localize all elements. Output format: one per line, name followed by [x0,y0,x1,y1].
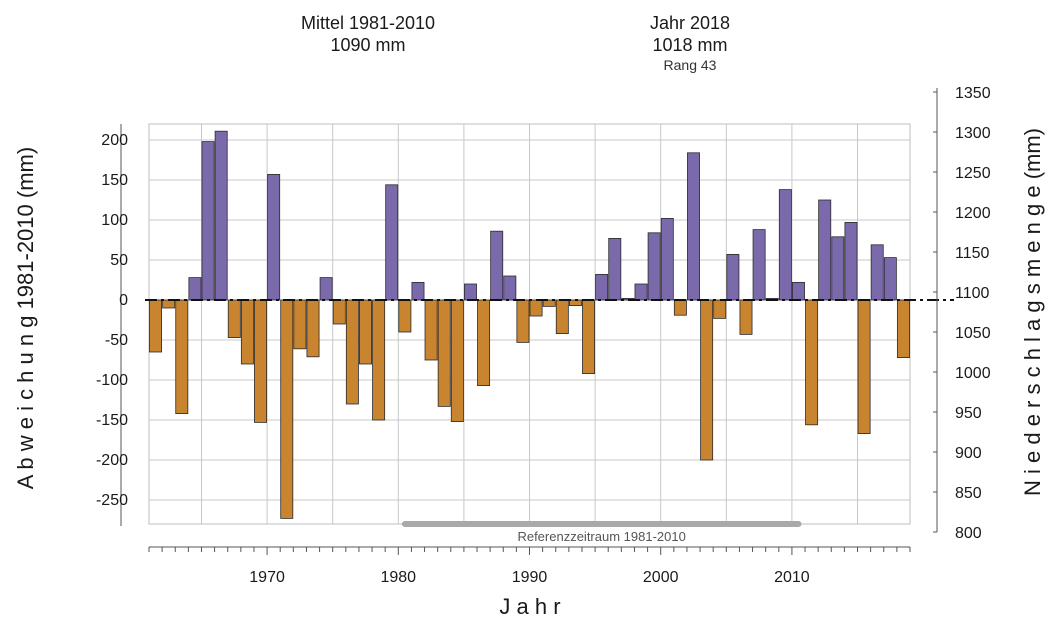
bar-2001 [673,299,687,316]
bar-1998 [634,283,648,301]
y-right-tick-label: 800 [955,525,982,542]
bar-1967 [227,299,241,338]
bar-1983 [437,299,451,407]
year-value: 1018 mm [652,35,728,55]
y-right-tick-label: 1050 [955,325,991,342]
bar-1966 [214,130,228,301]
y-left-tick-label: -200 [96,452,128,469]
bar-1973 [306,299,320,358]
header-year: Jahr 2018 1018 mm Rang 43 [590,12,790,74]
bar-1961 [149,299,163,353]
y-left-tick-label: -100 [96,372,128,389]
bar-1977 [359,299,372,365]
bar-1994 [582,299,596,374]
bar-2006 [739,299,753,335]
header-mean: Mittel 1981-2010 1090 mm [268,12,468,56]
bar-1969 [254,299,267,423]
bar-1974 [319,277,333,301]
bar-2017 [883,257,897,301]
bar-2004 [713,299,727,319]
bar-1978 [372,299,386,421]
bar-1964 [188,277,202,301]
bar-1986 [477,299,491,386]
bar-1990 [529,299,543,317]
labels-layer: -250 -200 -150 -100 -50 0 50 100 150 200 800 850 900… [13,85,1045,617]
bar-2005 [726,253,740,301]
year-rank: Rang 43 [663,57,717,73]
x-tick-label: 1970 [249,569,285,586]
y-right-tick-label: 900 [955,445,982,462]
y-left-tick-label: 0 [119,292,128,309]
bar-1971 [280,299,294,519]
bar-1979 [385,184,399,301]
y-right-tick-label: 1200 [955,205,991,222]
bar-1989 [516,299,530,343]
bar-2011 [805,299,819,426]
bar-2016 [870,244,884,301]
y-right-tick-label: 1250 [955,165,991,182]
reference-period-label: Referenzzeitraum 1981-2010 [517,529,685,544]
bar-2010 [792,281,805,301]
y-right-tick-label: 1150 [955,245,990,262]
bar-1982 [424,299,438,361]
bar-1991 [542,299,556,307]
bar-1985 [463,283,477,301]
bar-1984 [450,299,464,422]
bar-1992 [555,299,569,334]
bar-1996 [608,237,622,301]
y-right-tick-label: 850 [955,485,982,502]
bar-2018 [896,299,910,358]
bar-2012 [818,199,832,301]
bar-2002 [687,152,700,301]
x-tick-label: 1980 [380,569,416,586]
mean-label: Mittel 1981-2010 [300,13,436,33]
bar-1965 [201,141,215,301]
bar-2009 [778,189,792,301]
bars-layer [149,130,910,519]
bar-1980 [398,299,412,333]
bar-1999 [647,232,661,301]
bar-1981 [411,281,425,301]
x-tick-label: 1990 [512,569,548,586]
year-label: Jahr 2018 [649,13,731,33]
y-right-tick-label: 1100 [955,285,990,302]
bar-1995 [595,273,609,301]
y-left-axis-title: A b w e i c h u n g 1981-2010 (mm) [13,147,38,489]
y-right-tick-label: 1000 [955,365,991,382]
bar-1976 [345,299,359,405]
y-left-tick-label: -150 [96,412,128,429]
x-axis-title: J a h r [499,594,560,617]
bar-2003 [700,299,714,461]
bar-2000 [660,217,674,301]
bar-1963 [175,299,189,414]
y-left-tick-label: 50 [110,252,128,269]
bar-1962 [162,299,176,309]
bar-2015 [857,299,871,435]
bar-1988 [503,275,517,301]
y-left-tick-label: 150 [101,172,128,189]
y-left-tick-label: -50 [105,332,128,349]
y-left-tick-label: 200 [101,132,128,149]
y-right-tick-label: 1300 [955,125,991,142]
axes-layer [120,88,954,555]
x-tick-label: 2010 [774,569,810,586]
bar-1987 [490,230,504,301]
y-right-tick-label: 1350 [955,85,991,102]
x-tick-label: 2000 [643,569,679,586]
y-left-tick-label: 100 [101,212,128,229]
bar-2014 [844,221,858,301]
bar-1968 [240,299,254,365]
bar-1970 [267,173,281,301]
mean-value: 1090 mm [330,35,406,55]
bar-2013 [831,236,845,301]
bar-1975 [332,299,346,325]
bar-1972 [293,299,307,350]
y-right-tick-label: 950 [955,405,982,422]
bar-2007 [752,229,766,301]
y-right-axis-title: N i e d e r s c h l a g s m e n g e (mm) [1020,128,1045,496]
y-left-tick-label: -250 [96,492,128,509]
